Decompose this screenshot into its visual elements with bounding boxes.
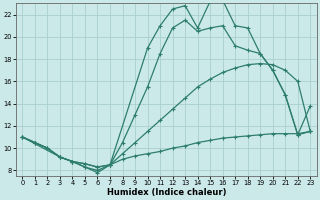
- X-axis label: Humidex (Indice chaleur): Humidex (Indice chaleur): [107, 188, 226, 197]
